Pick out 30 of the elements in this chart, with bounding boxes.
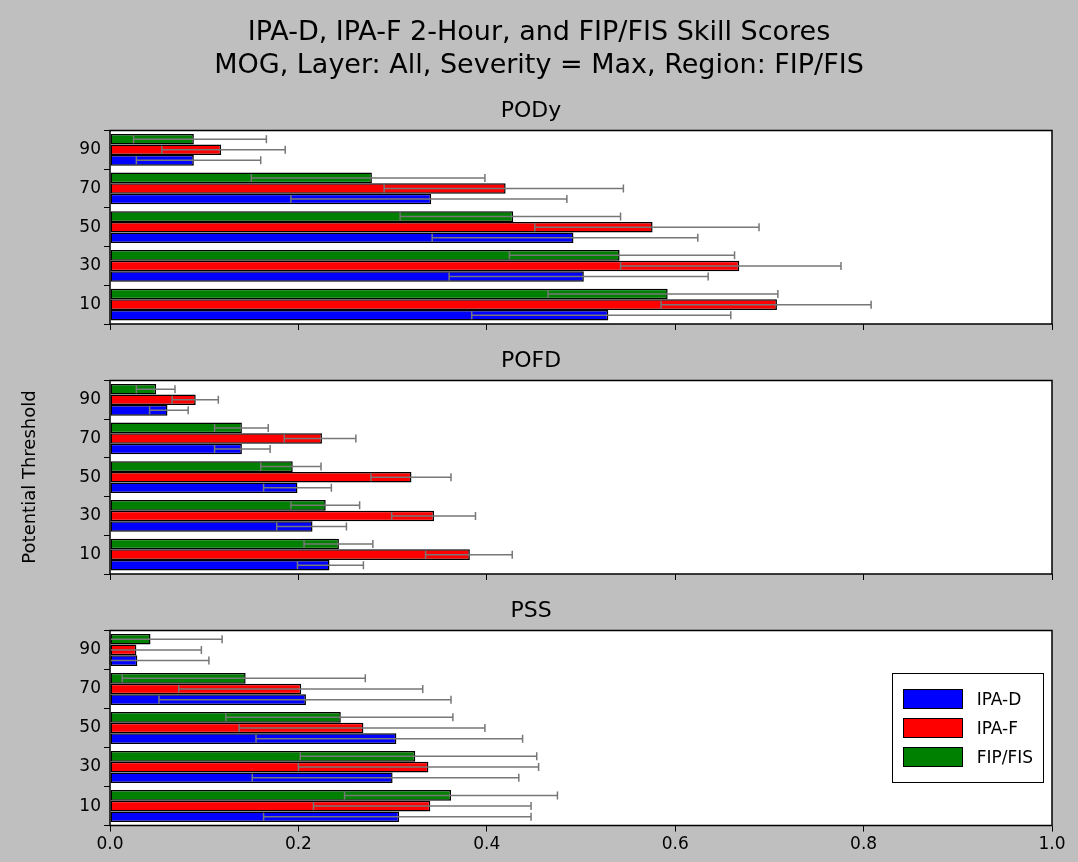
x-tick-label: 0.0 bbox=[96, 833, 124, 854]
x-tick-label: 0.6 bbox=[661, 833, 689, 854]
y-tick-label: 10 bbox=[79, 543, 101, 564]
y-tick-label: 70 bbox=[79, 426, 101, 447]
x-tick-label: 0.2 bbox=[284, 833, 312, 854]
y-tick-label: 50 bbox=[79, 465, 101, 486]
x-tick-label: 1.0 bbox=[1038, 833, 1066, 854]
legend-label: IPA-F bbox=[976, 718, 1018, 738]
y-tick-label: 70 bbox=[79, 176, 101, 197]
text: MOG, Layer: All, Severity = Max, Region: FIP/FIS bbox=[213, 47, 865, 80]
x-tick-label: 0.4 bbox=[473, 833, 501, 854]
legend-label: IPA-D bbox=[976, 689, 1022, 709]
y-tick-label: 30 bbox=[79, 504, 101, 525]
y-tick-label: 90 bbox=[79, 388, 101, 409]
y-tick-label: 90 bbox=[79, 638, 101, 659]
y-tick-label: 30 bbox=[79, 755, 101, 776]
text: IPA-D, IPA-F 2-Hour, and FIP/FIS Skill Scores bbox=[246, 14, 832, 47]
chart-title: POFD bbox=[500, 346, 562, 372]
y-tick-label: 90 bbox=[79, 138, 101, 159]
legend-label: FIP/FIS bbox=[976, 747, 1033, 767]
x-tick-label: 0.8 bbox=[850, 833, 878, 854]
y-tick-label: 70 bbox=[79, 677, 101, 698]
chart-title: PSS bbox=[510, 596, 552, 622]
y-axis-title: Potential Threshold bbox=[17, 390, 39, 564]
chart-title: PODy bbox=[500, 96, 562, 122]
y-tick-label: 50 bbox=[79, 716, 101, 737]
y-tick-label: 50 bbox=[79, 215, 101, 236]
y-tick-label: 30 bbox=[79, 254, 101, 275]
y-tick-label: 10 bbox=[79, 293, 101, 314]
y-tick-label: 10 bbox=[79, 794, 101, 815]
